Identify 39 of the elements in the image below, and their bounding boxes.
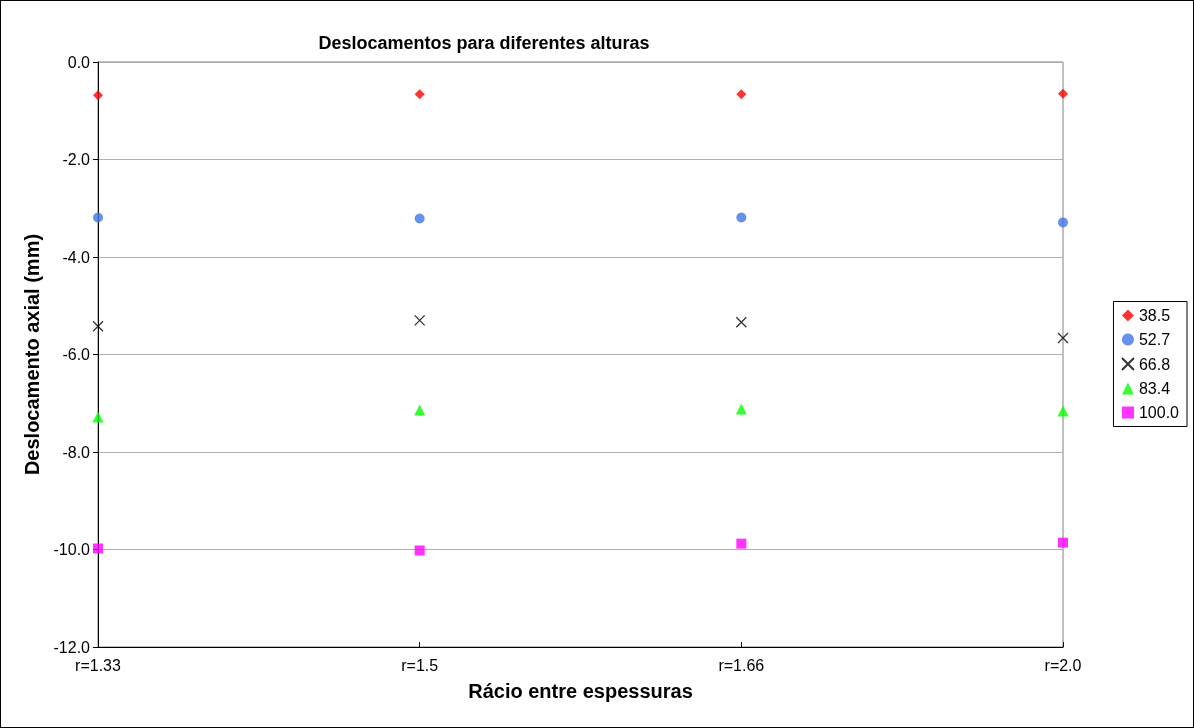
legend-label: 52.7 xyxy=(1138,331,1171,348)
point xyxy=(414,404,426,416)
point xyxy=(92,411,104,423)
point xyxy=(736,212,747,223)
point xyxy=(1058,537,1068,548)
point xyxy=(1058,217,1068,228)
y-tick-label: -8.0 xyxy=(62,443,91,461)
point xyxy=(735,403,747,415)
point xyxy=(736,538,747,549)
point xyxy=(1057,405,1069,417)
legend-label: 38.5 xyxy=(1138,307,1171,324)
y-tick-label: -10.0 xyxy=(53,541,91,558)
legend-label: 66.8 xyxy=(1138,355,1171,373)
legend-label: 100.0 xyxy=(1138,404,1180,421)
point xyxy=(1058,88,1068,99)
x-tick-label: r=1.66 xyxy=(718,656,765,674)
point xyxy=(92,320,104,332)
point xyxy=(414,545,425,556)
y-tick-label: -6.0 xyxy=(62,346,91,363)
point xyxy=(414,314,426,327)
point xyxy=(93,90,103,101)
point xyxy=(414,213,425,224)
y-tick-label: -12.0 xyxy=(53,638,91,656)
point xyxy=(735,316,747,328)
x-tick-label: r=1.33 xyxy=(75,656,122,674)
y-axis-title: Deslocamento axial (mm) xyxy=(21,233,43,476)
y-tick-label: -2.0 xyxy=(62,151,91,168)
x-axis-title: Rácio entre espessuras xyxy=(468,680,693,702)
x-tick-label: r=2.0 xyxy=(1044,656,1082,674)
chart-title: Deslocamentos para diferentes alturas xyxy=(318,33,650,53)
point xyxy=(1057,332,1069,344)
x-tick-label: r=1.5 xyxy=(401,656,439,674)
point xyxy=(93,543,103,554)
point xyxy=(93,212,103,223)
y-tick-label: -4.0 xyxy=(62,248,91,266)
y-tick-label: 0.0 xyxy=(67,53,91,71)
point xyxy=(414,89,425,100)
point xyxy=(736,89,747,100)
legend-label: 83.4 xyxy=(1138,380,1171,397)
